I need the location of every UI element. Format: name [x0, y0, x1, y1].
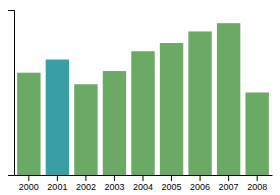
- x-tick-label: 2002: [76, 182, 96, 192]
- bar: [131, 51, 154, 175]
- bar: [160, 43, 183, 175]
- x-tick-mark: [257, 175, 258, 181]
- x-tick-mark: [143, 175, 144, 181]
- x-tick-mark: [57, 175, 58, 181]
- bars: [17, 23, 269, 175]
- x-tick: 2005: [162, 175, 182, 192]
- x-tick-label: 2006: [190, 182, 210, 192]
- x-tick: 2008: [247, 175, 267, 192]
- bar: [245, 93, 268, 176]
- bar: [217, 23, 240, 175]
- bar: [103, 71, 126, 175]
- x-tick: 2007: [219, 175, 239, 192]
- x-tick-label: 2005: [162, 182, 182, 192]
- x-tick: 2006: [190, 175, 210, 192]
- x-axis: 2000 2001 2002 2003 2004 2005 2006 2007 2008: [15, 175, 273, 192]
- x-tick: 2003: [104, 175, 124, 192]
- chart-container: 2000 2001 2002 2003 2004 2005 2006 2007 2008: [0, 0, 280, 195]
- bar: [74, 84, 97, 175]
- bar: [17, 73, 40, 175]
- y-axis: [8, 11, 15, 176]
- bar: [188, 31, 211, 175]
- x-tick-label: 2004: [133, 182, 153, 192]
- x-tick-label: 2008: [247, 182, 267, 192]
- x-tick-label: 2003: [104, 182, 124, 192]
- x-tick-mark: [85, 175, 86, 181]
- x-tick-mark: [28, 175, 29, 181]
- x-tick-mark: [200, 175, 201, 181]
- x-tick-mark: [171, 175, 172, 181]
- x-tick-label: 2001: [47, 182, 67, 192]
- x-tick: 2001: [47, 175, 67, 192]
- x-tick-mark: [114, 175, 115, 181]
- x-tick-label: 2007: [219, 182, 239, 192]
- y-axis-line: [8, 11, 15, 176]
- bar: [46, 60, 69, 176]
- chart-svg: 2000 2001 2002 2003 2004 2005 2006 2007 2008: [0, 0, 280, 195]
- x-tick: 2002: [76, 175, 96, 192]
- x-tick-label: 2000: [19, 182, 39, 192]
- x-tick: 2004: [133, 175, 153, 192]
- x-tick-mark: [228, 175, 229, 181]
- plot: 2000 2001 2002 2003 2004 2005 2006 2007 2008: [8, 11, 273, 193]
- x-tick: 2000: [19, 175, 39, 192]
